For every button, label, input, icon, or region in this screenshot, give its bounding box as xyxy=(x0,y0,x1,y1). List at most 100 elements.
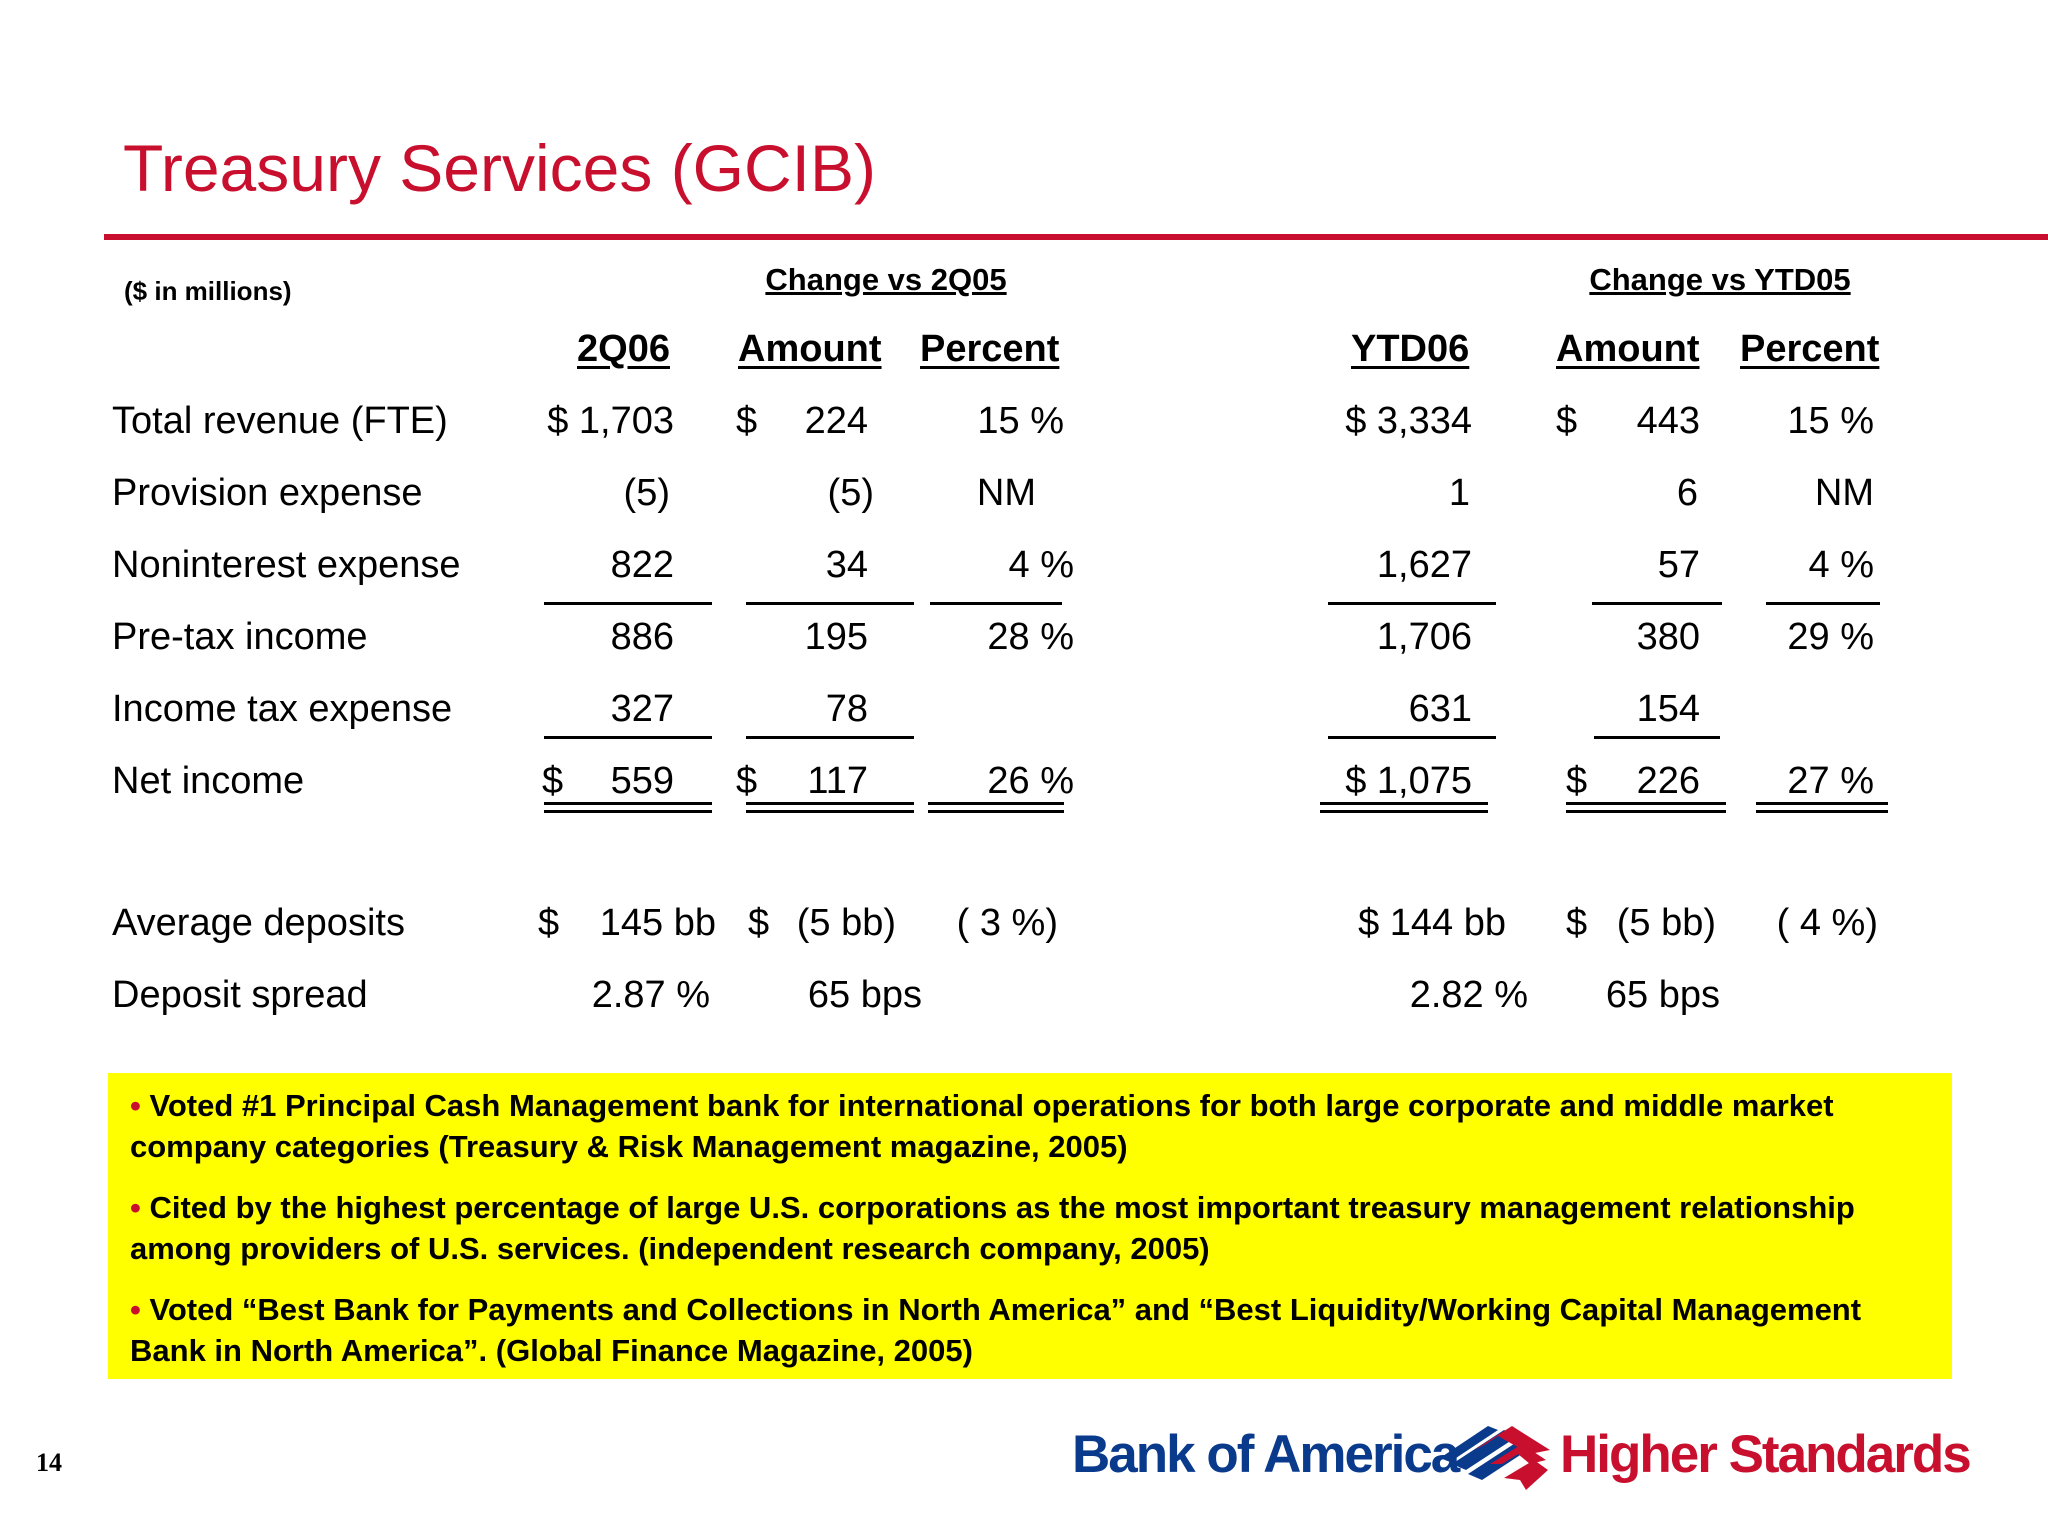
logo-tagline: Higher Standards xyxy=(1560,1425,1972,1484)
subtotal-rule xyxy=(746,736,914,739)
title-rule xyxy=(104,234,2048,240)
row-label-provision-expense: Provision expense xyxy=(112,472,423,514)
cell-deposit-spread-q-amount: 65 bps xyxy=(807,974,922,1016)
cell-net-income-2q06: 559 xyxy=(610,760,674,802)
cell-net-income-q-amount: 117 xyxy=(807,760,868,802)
cell-tax-2q06: 327 xyxy=(610,688,674,730)
cell-provision-y-amount: 6 xyxy=(1676,472,1698,514)
highlight-text: Cited by the highest percentage of large… xyxy=(130,1190,1855,1266)
highlight-item: • Cited by the highest percentage of lar… xyxy=(130,1187,1928,1269)
cell-pretax-y-percent: 29 % xyxy=(1787,616,1874,658)
cell-net-income-y-percent: 27 % xyxy=(1787,760,1874,802)
cell-tax-q-amount: 78 xyxy=(825,688,868,730)
cell-pretax-q-amount: 195 xyxy=(804,616,868,658)
cell-provision-q-percent: NM xyxy=(976,472,1036,514)
cell-tax-ytd06: 631 xyxy=(1408,688,1472,730)
cell-avg-deposits-y-percent: ( 4 %) xyxy=(1776,902,1878,944)
total-double-rule xyxy=(746,810,914,813)
row-label-noninterest-expense: Noninterest expense xyxy=(112,544,461,586)
bullet-icon: • xyxy=(130,1292,141,1327)
cell-avg-deposits-y-amount: (5 bb) xyxy=(1616,902,1716,944)
cell-noninterest-y-percent: 4 % xyxy=(1808,544,1874,586)
cell-provision-ytd06: 1 xyxy=(1448,472,1470,514)
cell-net-income-ytd06: $ 1,075 xyxy=(1345,760,1472,802)
total-double-rule xyxy=(928,802,1064,805)
cell-pretax-q-percent: 28 % xyxy=(987,616,1074,658)
row-label-deposit-spread: Deposit spread xyxy=(112,974,368,1016)
cell-provision-y-percent: NM xyxy=(1814,472,1874,514)
total-double-rule xyxy=(544,802,712,805)
cell-total-revenue-y-amount: 443 xyxy=(1636,400,1700,442)
subtotal-rule xyxy=(746,602,914,605)
cell-provision-2q06: (5) xyxy=(623,472,670,514)
cell-noninterest-q-amount: 34 xyxy=(825,544,868,586)
subtotal-rule xyxy=(1766,602,1880,605)
cell-noninterest-ytd06: 1,627 xyxy=(1376,544,1472,586)
cell-avg-deposits-ytd06: $ 144 bb xyxy=(1358,902,1506,944)
column-header-ytd06: YTD06 xyxy=(1351,328,1470,370)
units-label: ($ in millions) xyxy=(124,276,292,306)
subtotal-rule xyxy=(544,602,712,605)
dollar-sign: $ xyxy=(542,760,564,802)
column-header-y-percent: Percent xyxy=(1740,328,1880,370)
row-label-average-deposits: Average deposits xyxy=(112,902,405,944)
column-header-2q06: 2Q06 xyxy=(577,328,670,370)
total-double-rule xyxy=(1756,802,1888,805)
total-double-rule xyxy=(1756,810,1888,813)
cell-total-revenue-q-percent: 15 % xyxy=(977,400,1064,442)
cell-net-income-q-percent: 26 % xyxy=(987,760,1074,802)
subtotal-rule xyxy=(1592,602,1722,605)
column-header-q-amount: Amount xyxy=(738,328,882,370)
dollar-sign: $ xyxy=(736,400,758,442)
cell-deposit-spread-2q06: 2.87 % xyxy=(591,974,710,1016)
column-header-q-percent: Percent xyxy=(920,328,1060,370)
total-double-rule xyxy=(1320,810,1488,813)
cell-total-revenue-y-percent: 15 % xyxy=(1787,400,1874,442)
dollar-sign: $ xyxy=(1556,400,1578,442)
subtotal-rule xyxy=(930,602,1062,605)
total-double-rule xyxy=(1320,802,1488,805)
row-label-net-income: Net income xyxy=(112,760,305,802)
cell-total-revenue-q-amount: 224 xyxy=(804,400,868,442)
cell-deposit-spread-y-amount: 65 bps xyxy=(1605,974,1720,1016)
row-label-income-tax-expense: Income tax expense xyxy=(112,688,453,730)
cell-noninterest-q-percent: 4 % xyxy=(1008,544,1074,586)
column-header-y-amount: Amount xyxy=(1556,328,1700,370)
subtotal-rule xyxy=(1328,736,1496,739)
total-double-rule xyxy=(746,802,914,805)
dollar-sign: $ xyxy=(748,902,770,944)
total-double-rule xyxy=(928,810,1064,813)
cell-total-revenue-2q06: $ 1,703 xyxy=(547,400,674,442)
flagscape-icon xyxy=(1440,1426,1550,1490)
highlights-box: • Voted #1 Principal Cash Management ban… xyxy=(108,1073,1952,1379)
cell-noninterest-y-amount: 57 xyxy=(1657,544,1700,586)
page-number: 14 xyxy=(36,1448,62,1477)
group-header-quarter: Change vs 2Q05 xyxy=(765,262,1007,297)
cell-pretax-y-amount: 380 xyxy=(1636,616,1700,658)
cell-tax-y-amount: 154 xyxy=(1636,688,1700,730)
dollar-sign: $ xyxy=(736,760,758,802)
cell-total-revenue-ytd06: $ 3,334 xyxy=(1345,400,1472,442)
total-double-rule xyxy=(544,810,712,813)
total-double-rule xyxy=(1566,802,1726,805)
row-label-pretax-income: Pre-tax income xyxy=(112,616,368,658)
highlight-item: • Voted “Best Bank for Payments and Coll… xyxy=(130,1289,1928,1371)
row-label-total-revenue: Total revenue (FTE) xyxy=(112,400,448,442)
cell-pretax-2q06: 886 xyxy=(610,616,674,658)
bullet-icon: • xyxy=(130,1190,141,1225)
slide-title: Treasury Services (GCIB) xyxy=(123,131,877,205)
dollar-sign: $ xyxy=(538,902,560,944)
cell-avg-deposits-q-percent: ( 3 %) xyxy=(956,902,1058,944)
cell-avg-deposits-q-amount: (5 bb) xyxy=(796,902,896,944)
cell-provision-q-amount: (5) xyxy=(827,472,874,514)
dollar-sign: $ xyxy=(1566,760,1588,802)
bullet-icon: • xyxy=(130,1088,141,1123)
subtotal-rule xyxy=(544,736,712,739)
subtotal-rule xyxy=(1594,736,1720,739)
subtotal-rule xyxy=(1328,602,1496,605)
highlight-text: Voted #1 Principal Cash Management bank … xyxy=(130,1088,1834,1164)
cell-pretax-ytd06: 1,706 xyxy=(1376,616,1472,658)
cell-net-income-y-amount: 226 xyxy=(1636,760,1700,802)
cell-avg-deposits-2q06: 145 bb xyxy=(599,902,716,944)
highlight-text: Voted “Best Bank for Payments and Collec… xyxy=(130,1292,1862,1368)
